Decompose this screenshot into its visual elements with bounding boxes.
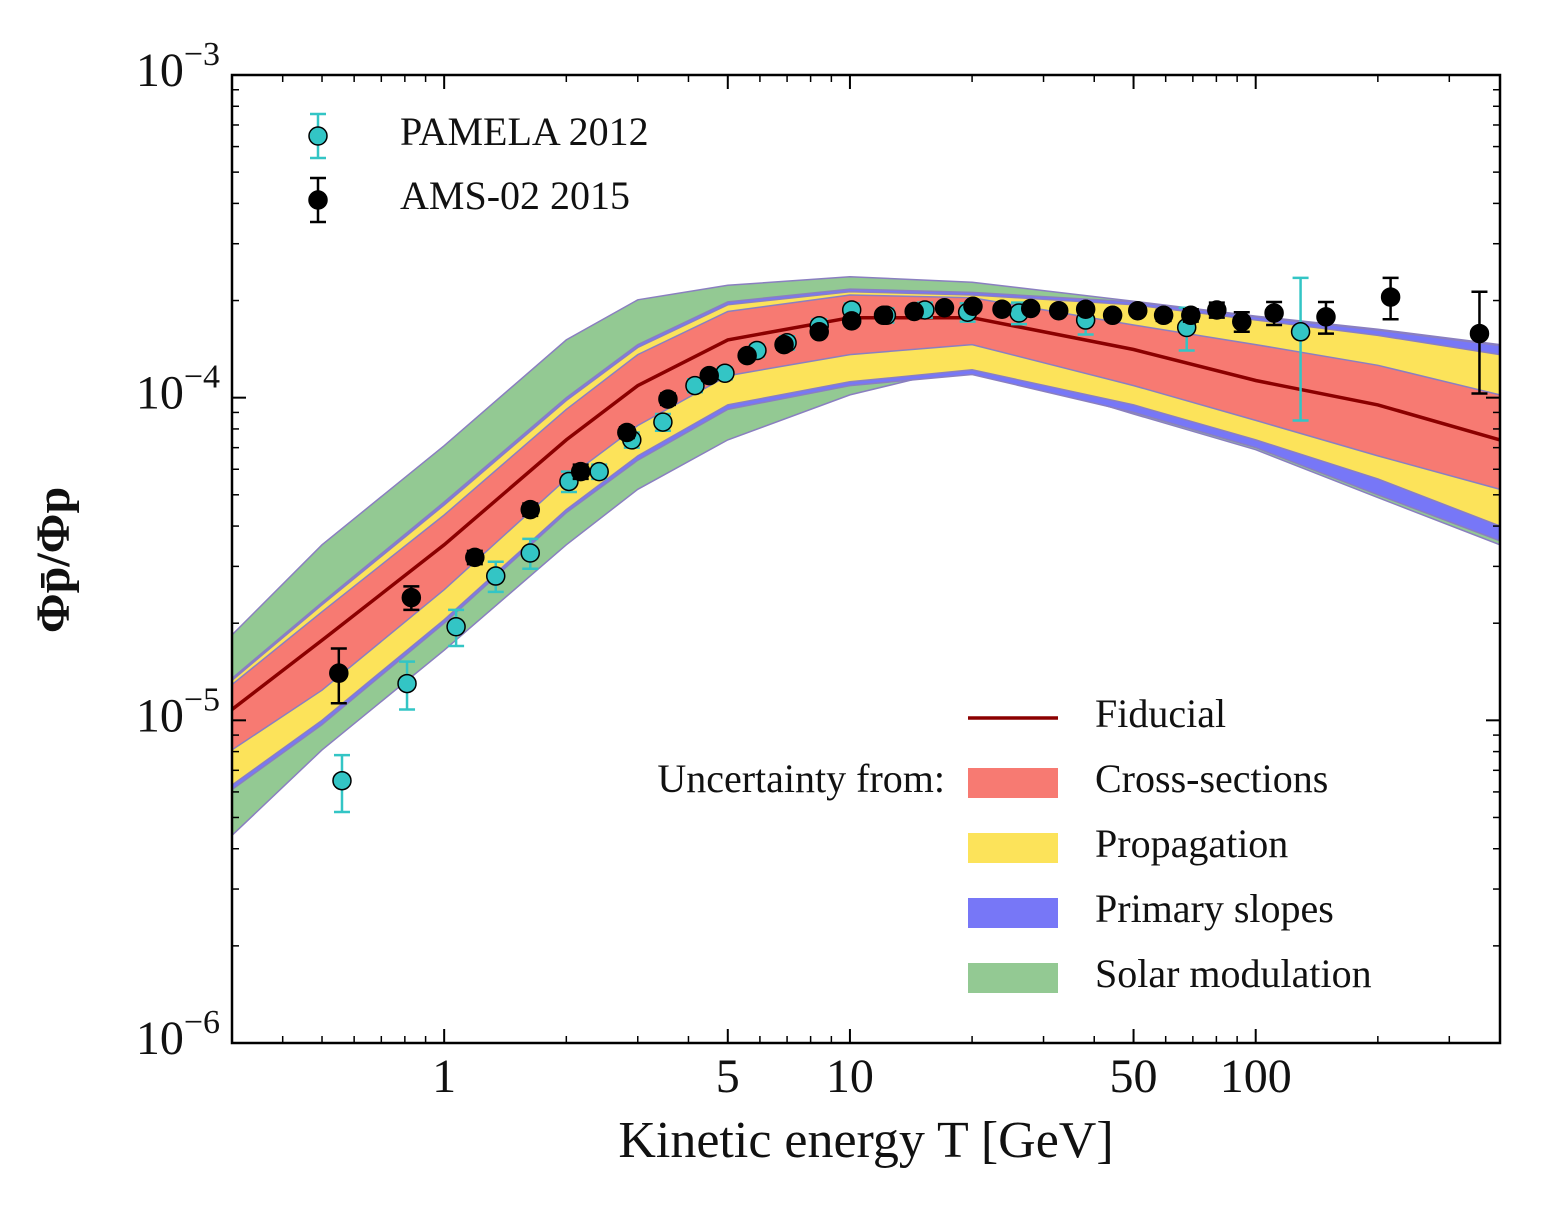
fiducial-line (232, 315, 1500, 711)
legend-label: Primary slopes (1095, 886, 1334, 931)
legend-label: Propagation (1095, 821, 1288, 866)
legend-label: AMS-02 2015 (400, 173, 630, 218)
data-point (570, 461, 591, 482)
legend-label: Fiducial (1095, 691, 1226, 736)
y-axis-label: Φp̄/Φp (27, 487, 80, 633)
data-point (904, 301, 924, 322)
data-point (653, 412, 673, 432)
error-bar (1292, 276, 1309, 422)
data-point (1075, 299, 1096, 319)
data-point (1207, 300, 1227, 320)
x-tick-label: 50 (1110, 1050, 1158, 1103)
data-point (934, 297, 955, 318)
data-point (329, 663, 349, 683)
data-point (873, 305, 894, 326)
data-point (699, 365, 719, 386)
legend-label: PAMELA 2012 (400, 109, 649, 154)
legend-swatch (968, 963, 1058, 993)
data-point (1380, 287, 1401, 307)
plot-frame (230, 73, 1502, 1045)
data-point (774, 334, 794, 355)
legend: Fiducial Uncertainty from: Cross-sections P… (657, 691, 1371, 996)
legend-swatch (968, 833, 1058, 863)
data-point (1020, 298, 1041, 319)
legend-marker (308, 126, 328, 146)
x-axis-label: Kinetic energy T [GeV] (618, 1112, 1113, 1169)
data-point (1469, 323, 1490, 344)
data-point (446, 616, 466, 637)
legend-marker (308, 190, 328, 210)
data-point (841, 311, 862, 331)
data-point (1290, 322, 1311, 342)
data-point (1102, 305, 1123, 326)
data-point (1232, 311, 1252, 332)
x-tick-label: 100 (1220, 1050, 1292, 1103)
y-tick-label: 10−6 (136, 1004, 220, 1065)
legend-label: Solar modulation (1095, 951, 1372, 996)
data-point (1127, 300, 1148, 321)
legend-swatch (968, 768, 1058, 798)
data-point (520, 543, 541, 563)
data-point (1316, 307, 1336, 327)
x-tick-label: 1 (432, 1050, 456, 1103)
plot-area (232, 275, 1500, 837)
x-tick-label: 5 (716, 1050, 740, 1103)
y-tick-label: 10−3 (136, 36, 220, 97)
data-point (992, 299, 1012, 319)
legend-title: Uncertainty from: (657, 756, 945, 801)
data-point (401, 587, 422, 608)
data-point (332, 770, 352, 791)
legend-label: Cross-sections (1095, 756, 1328, 801)
data-point (1181, 305, 1201, 326)
data-point (485, 566, 506, 586)
y-tick-label: 10−5 (136, 681, 220, 742)
data-point (1264, 303, 1284, 323)
data-point (1048, 300, 1069, 321)
data-point (737, 345, 757, 366)
x-tick-label: 10 (826, 1050, 874, 1103)
data-point (397, 673, 417, 694)
legend-swatch (968, 898, 1058, 928)
data-point (520, 499, 541, 520)
data-point (465, 547, 485, 568)
legend: PAMELA 2012 AMS-02 2015 (308, 109, 649, 224)
data-point (1153, 305, 1174, 326)
data-point (685, 375, 705, 396)
y-tick-label: 10−4 (136, 358, 220, 419)
data-point (963, 296, 983, 317)
data-point (658, 389, 678, 409)
uncertainty-band (232, 290, 1500, 787)
data-point (809, 322, 829, 342)
data-point (589, 461, 609, 482)
data-point (617, 422, 637, 443)
